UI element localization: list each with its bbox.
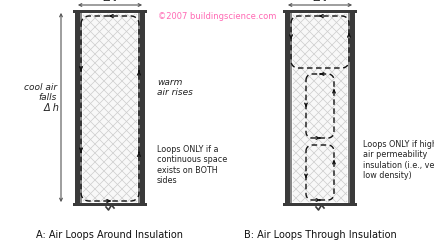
Bar	[284, 10, 289, 205]
Bar	[349, 10, 354, 205]
Bar	[140, 10, 145, 205]
Bar	[289, 10, 291, 205]
Bar	[138, 10, 140, 205]
Text: Δ h: Δ h	[43, 103, 59, 113]
Text: B: Air Loops Through Insulation: B: Air Loops Through Insulation	[243, 230, 395, 240]
Text: Δ t: Δ t	[312, 0, 326, 3]
Bar	[283, 10, 356, 13]
Text: Loops ONLY if a
continuous space
exists on BOTH
sides: Loops ONLY if a continuous space exists …	[157, 145, 227, 185]
Text: ©2007 buildingscience.com: ©2007 buildingscience.com	[158, 12, 276, 21]
Bar	[80, 10, 82, 205]
Bar	[75, 10, 80, 205]
Bar	[73, 10, 147, 13]
Text: Δ t: Δ t	[103, 0, 117, 3]
Text: warm
air rises: warm air rises	[157, 78, 192, 97]
Text: cool air
falls: cool air falls	[24, 83, 57, 102]
Text: Loops ONLY if high
air permeability
insulation (i.e., very
low density): Loops ONLY if high air permeability insu…	[362, 140, 434, 180]
Bar	[83, 14, 137, 202]
Bar	[293, 14, 346, 202]
Bar	[283, 203, 356, 206]
Bar	[73, 203, 147, 206]
Text: A: Air Loops Around Insulation: A: Air Loops Around Insulation	[36, 230, 183, 240]
Bar	[347, 10, 349, 205]
